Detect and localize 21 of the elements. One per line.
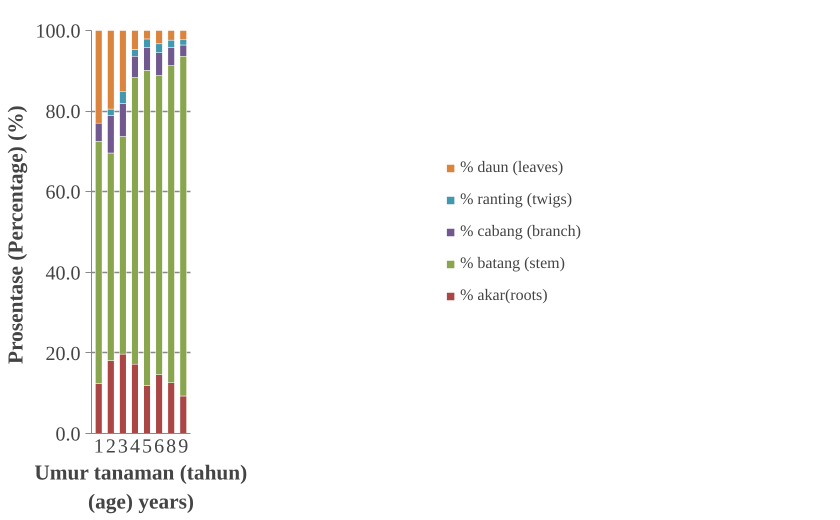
legend-label: % ranting (twigs) bbox=[460, 190, 572, 208]
y-tick-label: 60.0 bbox=[46, 182, 80, 204]
x-axis-title: Umur tanaman (tahun) (age) years) bbox=[34, 460, 248, 514]
y-tick-label: 80.0 bbox=[46, 101, 80, 124]
x-tick-label: 5 bbox=[142, 436, 152, 458]
y-tick-label: 40.0 bbox=[46, 262, 80, 284]
y-tick-label: 20.0 bbox=[46, 342, 80, 365]
y-axis-title: Prosentase (Percentage) (%) bbox=[4, 105, 28, 364]
x-tick-label: 8 bbox=[166, 436, 176, 458]
x-tick-label: 3 bbox=[118, 436, 128, 458]
legend-label: % batang (stem) bbox=[460, 254, 565, 272]
x-tick-label: 4 bbox=[130, 436, 140, 458]
y-tick-label: 100.0 bbox=[36, 20, 80, 42]
x-tick-label: 1 bbox=[94, 436, 104, 458]
legend-label: % daun (leaves) bbox=[460, 158, 564, 176]
x-tick-label: 6 bbox=[154, 436, 164, 458]
x-tick-label: 9 bbox=[178, 436, 188, 458]
y-tick-label: 0.0 bbox=[56, 424, 80, 446]
x-tick-label: 2 bbox=[106, 436, 116, 458]
legend-label: % cabang (branch) bbox=[460, 222, 581, 240]
legend-label: % akar(roots) bbox=[460, 286, 548, 304]
